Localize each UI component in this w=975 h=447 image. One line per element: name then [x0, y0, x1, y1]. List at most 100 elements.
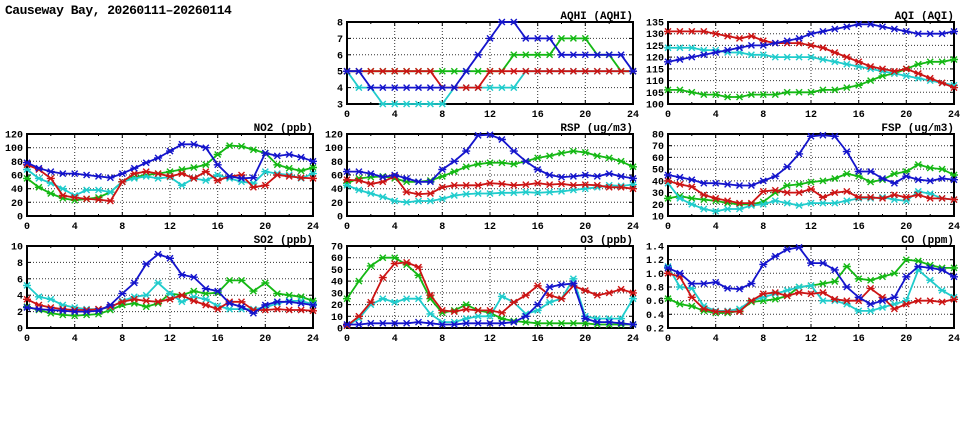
svg-text:8: 8	[760, 222, 766, 233]
svg-text:24: 24	[307, 334, 319, 345]
svg-text:50: 50	[331, 266, 343, 277]
svg-text:80: 80	[331, 158, 343, 169]
svg-text:40: 40	[331, 185, 343, 196]
svg-text:0.2: 0.2	[646, 325, 664, 336]
svg-text:20: 20	[579, 110, 591, 121]
svg-text:8: 8	[760, 334, 766, 345]
svg-text:20: 20	[579, 222, 591, 233]
fsp-series-blue	[667, 134, 955, 187]
svg-text:24: 24	[627, 334, 639, 345]
no2-plot: 0 4 8 12 16 20 24 0 20 40 60 80 100 120 NO2 (ppb)	[5, 123, 319, 233]
svg-text:125: 125	[646, 42, 664, 53]
svg-text:130: 130	[646, 30, 664, 41]
svg-text:20: 20	[259, 222, 271, 233]
rsp-chart: 0 4 8 12 16 20 24 0 20 40 60 80 100 120 RSP (ug/m3)	[317, 122, 639, 238]
svg-text:16: 16	[853, 334, 865, 345]
svg-text:110: 110	[646, 77, 664, 88]
svg-text:0: 0	[665, 334, 671, 345]
svg-text:8: 8	[439, 222, 445, 233]
svg-text:0: 0	[344, 222, 350, 233]
svg-text:8: 8	[119, 334, 125, 345]
svg-text:120: 120	[5, 131, 23, 142]
svg-text:30: 30	[652, 189, 664, 200]
aqhi-chart: 0 4 8 12 16 20 24 3 4 5 6 7 8 AQHI (AQHI)	[317, 10, 639, 126]
no2-chart: 0 4 8 12 16 20 24 0 20 40 60 80 100 120 NO2 (ppb)	[0, 122, 319, 238]
svg-text:6: 6	[337, 51, 343, 62]
svg-text:40: 40	[652, 177, 664, 188]
svg-text:5: 5	[337, 68, 343, 79]
svg-text:24: 24	[948, 110, 960, 121]
svg-text:10: 10	[11, 243, 23, 254]
svg-text:20: 20	[900, 334, 912, 345]
svg-text:0.4: 0.4	[646, 311, 664, 322]
svg-text:120: 120	[646, 54, 664, 65]
svg-text:4: 4	[713, 334, 719, 345]
svg-text:70: 70	[652, 142, 664, 153]
svg-text:16: 16	[532, 334, 544, 345]
svg-text:24: 24	[948, 334, 960, 345]
svg-text:20: 20	[900, 222, 912, 233]
svg-text:24: 24	[627, 110, 639, 121]
svg-text:135: 135	[646, 19, 664, 30]
svg-text:12: 12	[805, 334, 817, 345]
svg-text:4: 4	[72, 334, 78, 345]
no2-title: NO2 (ppb)	[254, 123, 313, 135]
svg-text:1.2: 1.2	[646, 256, 664, 267]
svg-text:4: 4	[392, 334, 398, 345]
svg-text:12: 12	[484, 334, 496, 345]
svg-text:60: 60	[331, 172, 343, 183]
rsp-title: RSP (ug/m3)	[560, 123, 633, 135]
svg-text:0: 0	[337, 325, 343, 336]
svg-text:4: 4	[713, 222, 719, 233]
svg-text:0: 0	[344, 334, 350, 345]
svg-text:2: 2	[17, 308, 23, 319]
o3-title: O3 (ppb)	[580, 235, 633, 247]
svg-text:24: 24	[948, 222, 960, 233]
svg-text:20: 20	[259, 334, 271, 345]
svg-text:0: 0	[17, 213, 23, 224]
aqi-title: AQI (AQI)	[895, 11, 954, 23]
svg-text:10: 10	[652, 213, 664, 224]
svg-text:16: 16	[853, 110, 865, 121]
so2-chart: 0 4 8 12 16 20 24 0 2 4 6 8 10 SO2 (ppb)	[0, 234, 319, 350]
svg-text:115: 115	[646, 65, 664, 76]
svg-text:100: 100	[325, 144, 343, 155]
fsp-chart: 0 4 8 12 16 20 24 10 20 30 40 50 60 70 80 FSP (ug/m3)	[638, 122, 960, 238]
svg-text:0: 0	[665, 222, 671, 233]
so2-series-blue	[26, 253, 314, 315]
svg-text:30: 30	[331, 289, 343, 300]
aqhi-plot: 0 4 8 12 16 20 24 3 4 5 6 7 8 AQHI (AQHI)	[337, 11, 639, 121]
svg-text:12: 12	[484, 110, 496, 121]
svg-text:8: 8	[17, 259, 23, 270]
svg-text:12: 12	[805, 110, 817, 121]
svg-text:50: 50	[652, 166, 664, 177]
aqi-chart: 0 4 8 12 16 20 24 100 105 110 115 120 125 130 135 AQI (…	[638, 10, 960, 126]
svg-text:20: 20	[579, 334, 591, 345]
rsp-plot: 0 4 8 12 16 20 24 0 20 40 60 80 100 120 RSP (ug/m3)	[325, 123, 639, 233]
svg-text:60: 60	[331, 254, 343, 265]
svg-text:70: 70	[331, 243, 343, 254]
svg-text:6: 6	[17, 275, 23, 286]
fsp-title: FSP (ug/m3)	[881, 123, 954, 135]
svg-text:8: 8	[337, 19, 343, 30]
svg-text:16: 16	[212, 222, 224, 233]
svg-text:100: 100	[5, 144, 23, 155]
svg-text:80: 80	[652, 131, 664, 142]
svg-text:8: 8	[119, 222, 125, 233]
so2-title: SO2 (ppb)	[254, 235, 313, 247]
o3-chart: 0 4 8 12 16 20 24 0 10 20 30 40 50 60 70 O3 (ppb)	[317, 234, 639, 350]
svg-text:4: 4	[337, 84, 343, 95]
svg-text:16: 16	[532, 110, 544, 121]
page-title: Causeway Bay, 20260111–20260114	[5, 3, 232, 18]
svg-text:0: 0	[665, 110, 671, 121]
svg-text:0: 0	[24, 334, 30, 345]
svg-text:16: 16	[212, 334, 224, 345]
svg-text:12: 12	[805, 222, 817, 233]
svg-text:0: 0	[344, 110, 350, 121]
svg-text:12: 12	[484, 222, 496, 233]
svg-text:100: 100	[646, 101, 664, 112]
